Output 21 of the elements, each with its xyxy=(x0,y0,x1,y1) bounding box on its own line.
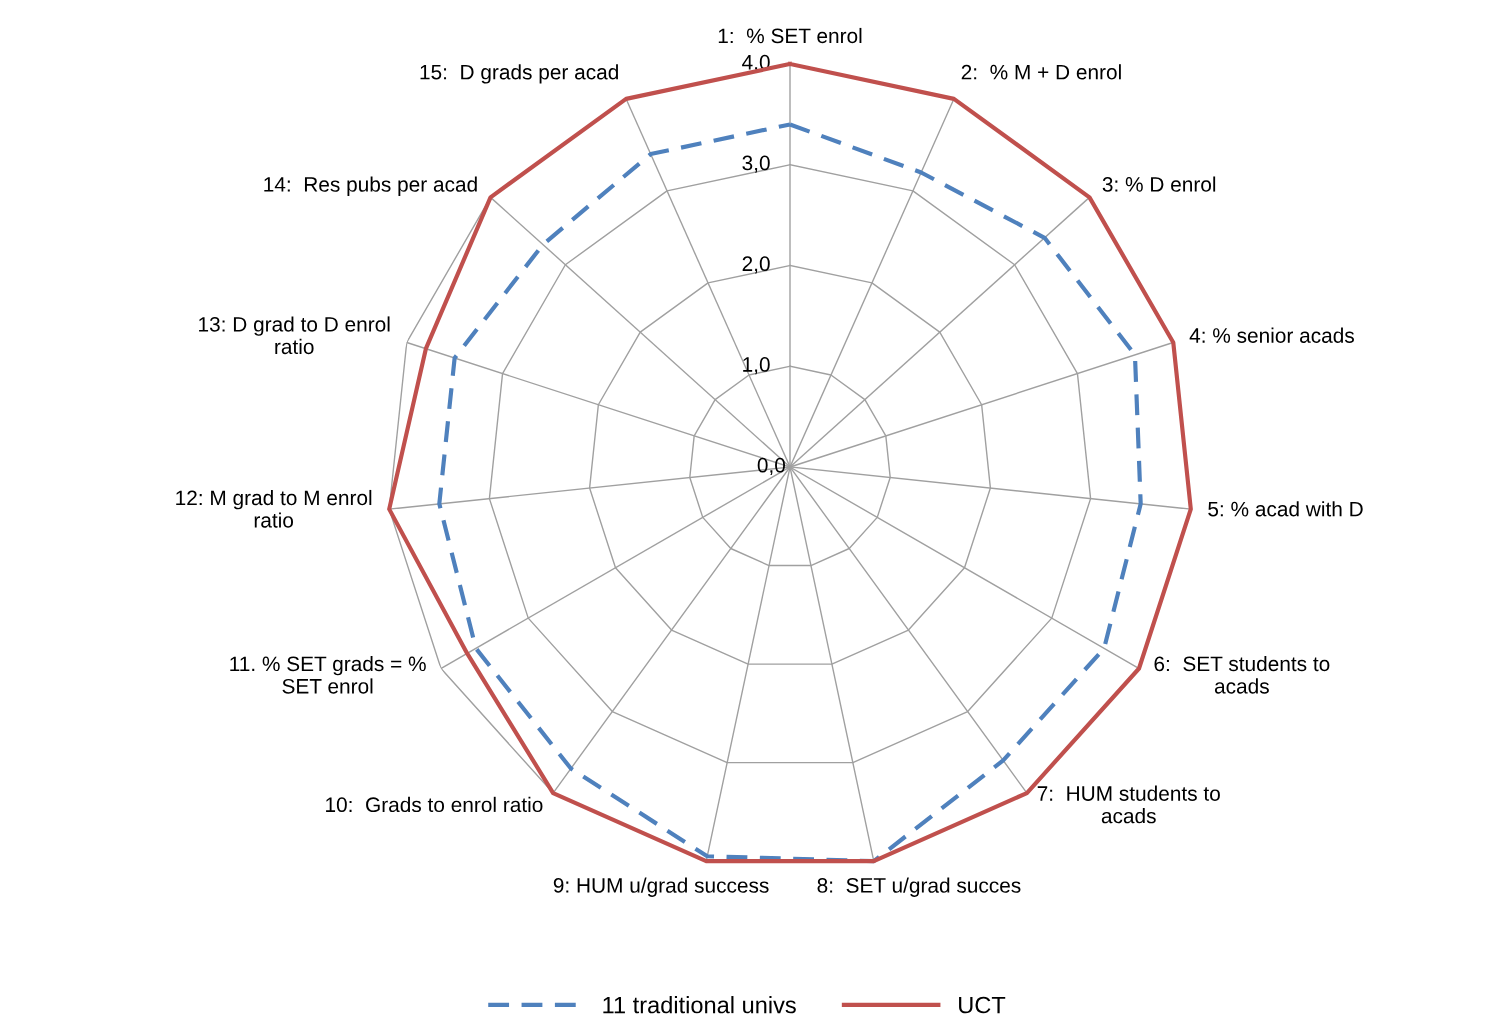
legend-label: 11 traditional univs xyxy=(603,996,796,1014)
spoke-label: 4: % senior acads xyxy=(1189,327,1354,343)
spoke-label: 1: % SET enrol xyxy=(718,27,862,44)
spoke-label: 13: D grad to D enrol ratio xyxy=(199,316,390,355)
spoke-label: 11. % SET grads = % SET enrol xyxy=(230,655,426,694)
spoke-label: 3: % D enrol xyxy=(1102,176,1216,192)
spoke-label: 9: HUM u/grad success xyxy=(553,877,769,897)
y-tick-label: 0,0 xyxy=(757,457,786,476)
spoke-label: 14: Res pubs per acad xyxy=(264,176,477,196)
spoke-label: 6: SET students to acads xyxy=(1154,655,1330,694)
spoke-label: 15: D grads per acad xyxy=(420,64,618,84)
y-tick-label: 3,0 xyxy=(742,155,770,173)
y-tick-label: 1,0 xyxy=(743,357,770,375)
spoke-label: 7: HUM students to acads xyxy=(1037,785,1220,824)
spoke-label: 12: M grad to M enrol ratio xyxy=(176,489,372,528)
spoke-label: 2: % M + D enrol xyxy=(961,64,1121,80)
spoke-label: 10: Grads to enrol ratio xyxy=(326,796,543,813)
spoke-label: 5: % acad with D xyxy=(1208,501,1363,517)
legend-label: UCT xyxy=(959,996,1006,1014)
spoke-label: 8: SET u/grad succes xyxy=(817,877,1021,897)
y-tick-label: 2,0 xyxy=(742,256,770,274)
